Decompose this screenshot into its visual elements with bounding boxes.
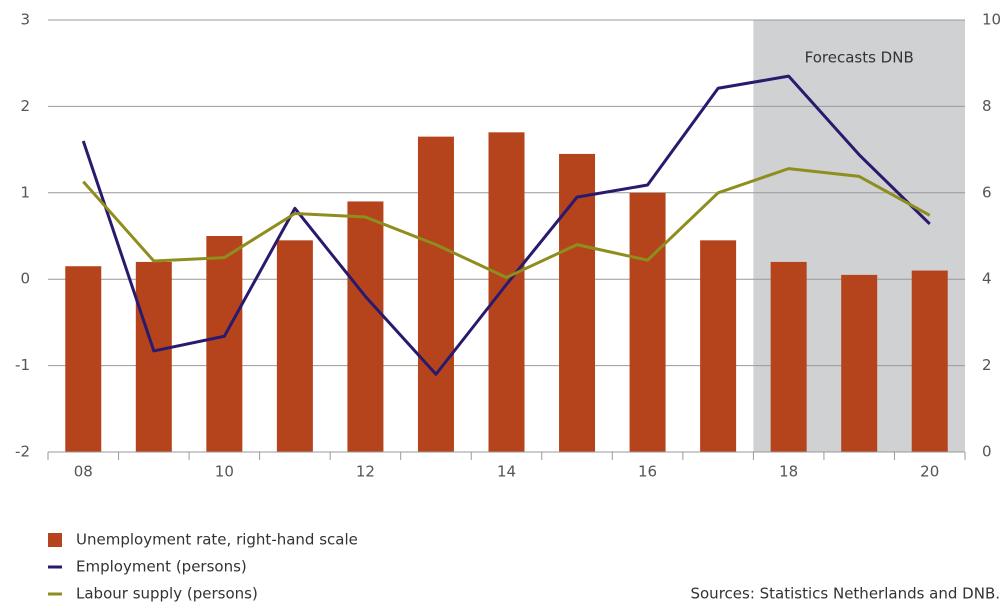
source: Sources: Statistics Netherlands and DNB. [690, 585, 1000, 603]
legend-label: Unemployment rate, right-hand scale [76, 531, 358, 549]
y2-tick-label: 6 [982, 183, 992, 201]
bar [700, 240, 737, 452]
x-tick-label: 12 [356, 463, 375, 481]
x-tick-label: 20 [920, 463, 939, 481]
legend-swatch [48, 533, 62, 547]
bar [347, 201, 384, 452]
x-tick-label: 10 [215, 463, 234, 481]
y2-tick-label: 4 [982, 270, 992, 288]
x-tick-label: 18 [779, 463, 798, 481]
legend-label: Employment (persons) [76, 558, 247, 576]
y2-tick-label: 2 [982, 356, 992, 374]
bar [559, 153, 596, 453]
y2-tick-label: 8 [982, 97, 992, 115]
y-tick-label: -2 [15, 443, 30, 461]
forecast-label: Forecasts DNB [805, 49, 914, 67]
bar [417, 136, 454, 452]
y2-tick-label: 10 [982, 11, 1001, 29]
bar [276, 240, 313, 452]
bar [135, 261, 172, 452]
y-tick-label: 0 [20, 270, 30, 288]
line [82, 167, 931, 279]
y-tick-label: 1 [20, 183, 30, 201]
bar [911, 270, 948, 452]
x-tick-label: 16 [638, 463, 657, 481]
bar [65, 266, 102, 452]
bar [841, 274, 878, 452]
bar [206, 236, 243, 452]
line [81, 74, 931, 376]
x-tick-label: 08 [74, 463, 93, 481]
y-tick-label: -1 [15, 356, 30, 374]
y-tick-label: 2 [20, 97, 30, 115]
bar [770, 261, 807, 452]
bar [488, 132, 525, 452]
x-tick-label: 14 [497, 463, 516, 481]
y2-tick-label: 0 [982, 443, 992, 461]
bar [629, 192, 666, 453]
legend-label: Labour supply (persons) [76, 585, 258, 603]
y-tick-label: 3 [20, 11, 30, 29]
